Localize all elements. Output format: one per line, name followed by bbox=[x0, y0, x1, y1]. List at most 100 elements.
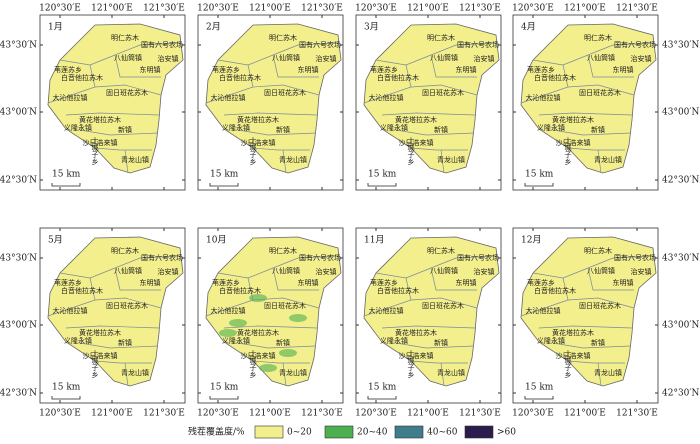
town-label: 治安镇 bbox=[474, 54, 495, 63]
town-label: 国有六号农场 bbox=[457, 253, 499, 262]
town-label: 国有六号农场 bbox=[299, 253, 341, 262]
town-label: 黄花塔拉苏木 bbox=[552, 328, 594, 337]
town-label: 新镇 bbox=[276, 338, 290, 347]
town-label: 东明镇 bbox=[298, 278, 319, 287]
boundary bbox=[223, 112, 318, 116]
lon-label: 120°30′E bbox=[512, 4, 554, 14]
scale-label: 15 km bbox=[525, 170, 554, 180]
lon-label: 120°30′E bbox=[355, 4, 397, 14]
boundary bbox=[252, 147, 310, 151]
legend: 残茬覆盖度/% 0~20 20~40 40~60 >60 bbox=[188, 426, 516, 439]
boundary bbox=[114, 54, 161, 78]
lon-label: 121°30′E bbox=[301, 409, 343, 419]
region bbox=[205, 236, 342, 387]
green-patch bbox=[219, 329, 237, 337]
lon-label: 120°30′E bbox=[512, 409, 554, 419]
town-label: 黄花塔拉苏木 bbox=[552, 115, 594, 124]
scale-label: 15 km bbox=[368, 170, 397, 180]
lon-label: 120°30′E bbox=[197, 4, 239, 14]
lon-label: 121°00′E bbox=[564, 409, 606, 419]
region bbox=[47, 236, 184, 387]
legend-label: >60 bbox=[497, 428, 516, 438]
boundary bbox=[410, 360, 468, 364]
town-label: 固日班花苏木 bbox=[264, 301, 306, 310]
town-label: 土城子乡 bbox=[564, 349, 572, 378]
town-label: 国有六号农场 bbox=[614, 40, 656, 49]
boundary bbox=[94, 147, 152, 151]
town-label: 新镇 bbox=[434, 125, 448, 134]
town-label: 苇莲苏乡 bbox=[527, 65, 555, 74]
town-label: 国有六号农场 bbox=[614, 253, 656, 262]
boundary bbox=[440, 362, 445, 387]
region bbox=[520, 236, 657, 387]
town-label: 国有六号农场 bbox=[141, 253, 183, 262]
town-label: 明仁苏木 bbox=[111, 33, 139, 42]
boundary bbox=[410, 297, 478, 309]
boundary bbox=[79, 342, 159, 349]
town-label: 黄花塔拉苏木 bbox=[79, 328, 121, 337]
town-label: 明仁苏木 bbox=[269, 246, 297, 255]
boundary bbox=[440, 149, 445, 174]
lat-label: 42°30′N bbox=[0, 389, 37, 399]
boundary bbox=[282, 362, 287, 387]
lon-label: 121°30′E bbox=[459, 4, 501, 14]
green-patch bbox=[279, 349, 297, 357]
scale-bar bbox=[524, 396, 554, 400]
month-label: 3月 bbox=[364, 22, 379, 33]
town-label: 新镇 bbox=[118, 125, 132, 134]
town-label: 黄花塔拉苏木 bbox=[395, 328, 437, 337]
month-label: 2月 bbox=[206, 22, 221, 33]
green-patch bbox=[289, 314, 307, 322]
town-label: 东明镇 bbox=[140, 65, 161, 74]
town-label: 八仙筒镇 bbox=[114, 266, 142, 275]
legend-swatch bbox=[464, 425, 494, 439]
lon-label: 121°00′E bbox=[249, 409, 291, 419]
boundary bbox=[381, 112, 476, 116]
town-label: 义隆永镇 bbox=[537, 123, 565, 132]
town-label: 东明镇 bbox=[140, 278, 161, 287]
scale-label: 15 km bbox=[52, 383, 81, 393]
boundary bbox=[272, 267, 319, 291]
town-label: 治安镇 bbox=[631, 267, 652, 276]
town-label: 固日班花苏木 bbox=[579, 88, 621, 97]
town-label: 土城子乡 bbox=[249, 349, 257, 378]
lon-label: 121°30′E bbox=[143, 409, 185, 419]
town-label: 沙日浩来镇 bbox=[399, 351, 434, 360]
lon-label: 120°30′E bbox=[39, 409, 81, 419]
town-label: 青龙山镇 bbox=[121, 155, 149, 164]
boundary bbox=[410, 147, 468, 151]
town-label: 新镇 bbox=[276, 125, 290, 134]
town-label: 大沁他拉镇 bbox=[53, 93, 88, 102]
boundary bbox=[587, 54, 634, 78]
town-label: 治安镇 bbox=[158, 267, 179, 276]
town-label: 青龙山镇 bbox=[279, 155, 307, 164]
town-label: 大沁他拉镇 bbox=[211, 93, 246, 102]
lon-label: 121°30′E bbox=[616, 409, 658, 419]
town-label: 治安镇 bbox=[316, 267, 337, 276]
town-label: 八仙筒镇 bbox=[272, 266, 300, 275]
lon-label: 121°30′E bbox=[301, 4, 343, 14]
town-label: 沙日浩来镇 bbox=[556, 138, 591, 147]
scale-bar bbox=[524, 183, 554, 187]
region bbox=[363, 23, 500, 174]
town-label: 明仁苏木 bbox=[427, 33, 455, 42]
scale-bar bbox=[209, 396, 239, 400]
lon-label: 121°00′E bbox=[91, 409, 133, 419]
lat-label: 42°30′N bbox=[0, 176, 37, 186]
boundary bbox=[587, 267, 634, 291]
lon-label: 121°00′E bbox=[407, 409, 449, 419]
town-label: 黄花塔拉苏木 bbox=[395, 115, 437, 124]
scale-label: 15 km bbox=[368, 383, 397, 393]
region bbox=[47, 23, 184, 174]
lat-label: 43°30′N bbox=[0, 41, 37, 51]
boundary bbox=[395, 342, 475, 349]
town-label: 东明镇 bbox=[613, 65, 634, 74]
town-label: 国有六号农场 bbox=[299, 40, 341, 49]
town-label: 青龙山镇 bbox=[121, 368, 149, 377]
town-label: 土城子乡 bbox=[407, 136, 415, 165]
